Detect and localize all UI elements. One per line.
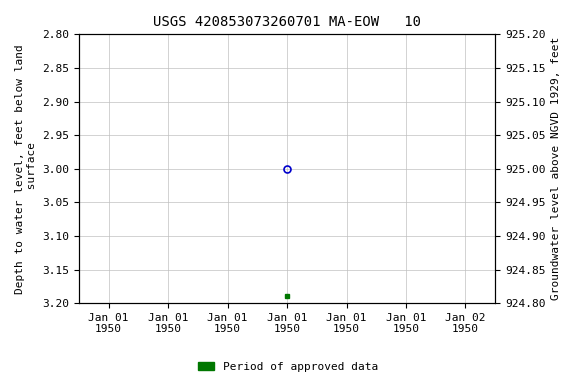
Legend: Period of approved data: Period of approved data: [193, 358, 383, 377]
Y-axis label: Depth to water level, feet below land
 surface: Depth to water level, feet below land su…: [15, 44, 37, 294]
Title: USGS 420853073260701 MA-EOW   10: USGS 420853073260701 MA-EOW 10: [153, 15, 421, 29]
Y-axis label: Groundwater level above NGVD 1929, feet: Groundwater level above NGVD 1929, feet: [551, 37, 561, 300]
